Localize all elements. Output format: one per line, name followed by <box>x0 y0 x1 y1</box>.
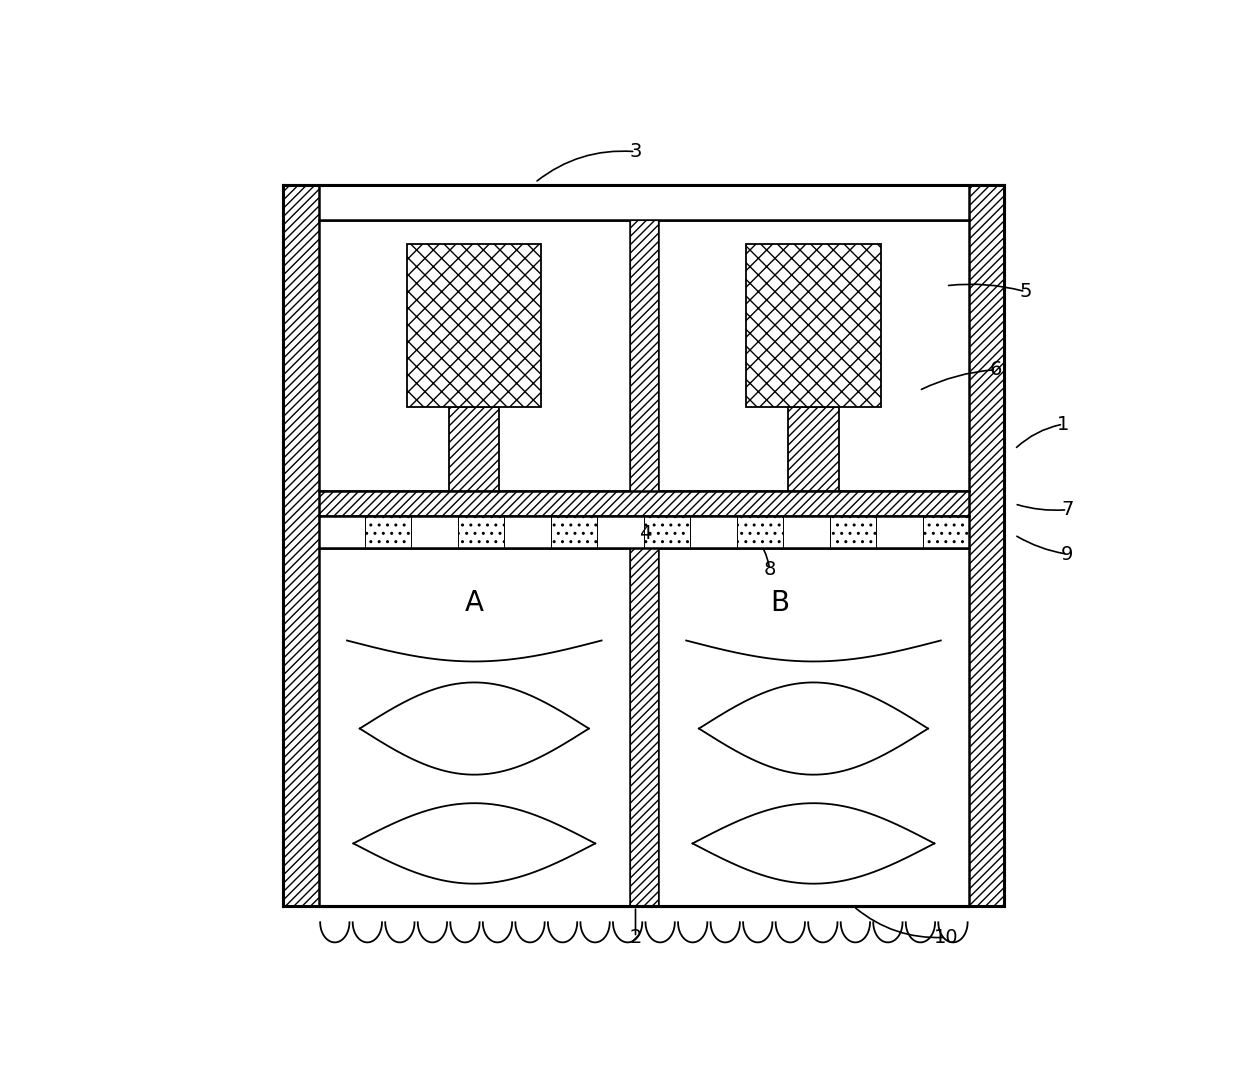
Text: 8: 8 <box>764 560 776 578</box>
Text: 3: 3 <box>630 143 641 161</box>
Text: 7: 7 <box>1061 500 1074 519</box>
Bar <box>365 516 412 548</box>
Bar <box>737 516 784 548</box>
Bar <box>598 516 644 548</box>
Bar <box>784 516 830 548</box>
Text: 6: 6 <box>990 360 1002 379</box>
Bar <box>505 516 551 548</box>
Text: 2: 2 <box>630 928 641 946</box>
Bar <box>830 516 877 548</box>
Bar <box>877 516 923 548</box>
Text: 9: 9 <box>1061 544 1074 564</box>
Bar <box>657 548 970 906</box>
Text: 10: 10 <box>934 928 959 946</box>
Bar <box>691 516 737 548</box>
Bar <box>789 407 838 491</box>
Bar <box>407 244 542 407</box>
Bar <box>970 185 1004 906</box>
Bar <box>458 516 505 548</box>
Bar <box>319 491 970 516</box>
Bar <box>412 516 458 548</box>
Bar <box>319 185 970 220</box>
Bar <box>746 244 880 407</box>
Bar <box>551 516 598 548</box>
Bar <box>319 220 630 491</box>
Bar <box>319 516 365 548</box>
Bar <box>644 516 691 548</box>
Bar <box>923 516 970 548</box>
Bar <box>283 185 319 906</box>
Text: 4: 4 <box>640 524 652 542</box>
Bar <box>319 516 970 548</box>
Text: B: B <box>770 589 790 616</box>
Bar <box>657 220 970 491</box>
Bar <box>630 220 657 906</box>
Bar <box>319 548 630 906</box>
Text: A: A <box>465 589 484 616</box>
Bar <box>449 407 500 491</box>
Bar <box>283 185 1004 906</box>
Text: 5: 5 <box>1019 282 1032 302</box>
Text: 1: 1 <box>1056 415 1069 433</box>
